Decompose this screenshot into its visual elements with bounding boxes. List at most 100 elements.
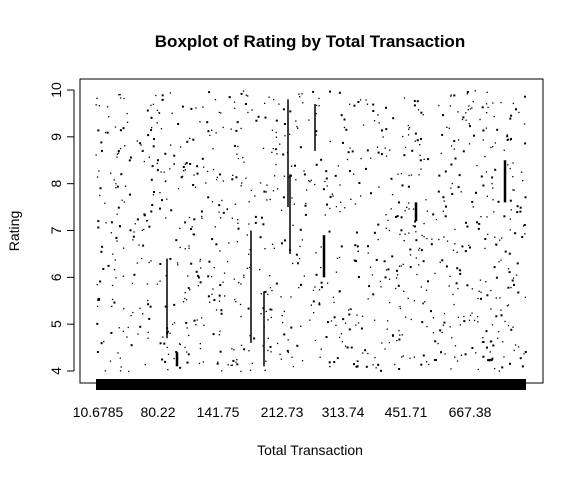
outlier-point — [219, 350, 222, 353]
outlier-point — [350, 308, 352, 310]
outlier-point — [481, 341, 484, 343]
outlier-point — [452, 293, 454, 296]
outlier-point — [486, 294, 489, 297]
outlier-point — [408, 208, 410, 210]
outlier-point — [386, 328, 388, 330]
outlier-point — [488, 360, 491, 362]
outlier-point — [156, 162, 158, 164]
outlier-point — [142, 244, 145, 247]
x-tick-label: 667.38 — [449, 404, 492, 420]
outlier-point — [375, 367, 377, 369]
outlier-point — [211, 276, 213, 278]
outlier-point — [398, 201, 400, 204]
outlier-point — [425, 199, 427, 201]
outlier-point — [291, 197, 293, 199]
y-tick-label: 6 — [48, 273, 64, 281]
outlier-point — [107, 264, 110, 267]
outlier-point — [320, 266, 322, 269]
outlier-point — [306, 189, 308, 191]
outlier-point — [379, 280, 381, 283]
outlier-point — [109, 360, 112, 362]
outlier-point — [132, 311, 134, 314]
outlier-point — [508, 252, 511, 255]
outlier-point — [193, 174, 195, 176]
outlier-point — [360, 327, 363, 330]
outlier-point — [246, 267, 249, 269]
outlier-point — [207, 130, 210, 133]
outlier-point — [226, 260, 229, 263]
outlier-point — [400, 172, 403, 175]
outlier-point — [496, 128, 499, 131]
outlier-point — [271, 289, 273, 292]
outlier-point — [338, 290, 341, 293]
outlier-point — [343, 126, 346, 129]
outlier-point — [96, 351, 99, 353]
outlier-point — [443, 321, 446, 324]
outlier-point — [254, 195, 256, 197]
outlier-point — [196, 165, 199, 168]
outlier-point — [188, 245, 190, 247]
outlier-point — [465, 119, 467, 121]
outlier-point — [356, 314, 358, 316]
outlier-point — [245, 177, 247, 179]
outlier-point — [353, 173, 355, 175]
outlier-point — [193, 218, 196, 221]
outlier-point — [208, 260, 211, 263]
outlier-point — [128, 159, 131, 162]
outlier-point — [513, 349, 515, 352]
outlier-point — [348, 328, 351, 331]
outlier-point — [304, 204, 307, 207]
outlier-point — [480, 175, 483, 178]
outlier-point — [151, 204, 154, 206]
outlier-point — [259, 182, 262, 184]
outlier-point — [506, 138, 509, 141]
outlier-point — [187, 353, 190, 356]
outlier-point — [140, 144, 142, 146]
outlier-point — [417, 109, 420, 111]
outlier-point — [339, 210, 341, 213]
outlier-point — [414, 132, 417, 135]
outlier-point — [192, 138, 195, 141]
outlier-point — [415, 257, 417, 259]
outlier-point — [283, 310, 285, 313]
outlier-point — [217, 361, 219, 363]
outlier-point — [328, 230, 331, 233]
outlier-point — [350, 346, 353, 349]
outlier-point — [437, 190, 440, 193]
outlier-point — [271, 151, 273, 153]
outlier-point — [163, 171, 165, 173]
outlier-point — [275, 119, 278, 122]
outlier-point — [189, 137, 191, 139]
outlier-point — [349, 103, 351, 105]
outlier-point — [234, 144, 236, 147]
outlier-point — [378, 186, 380, 188]
outlier-point — [454, 228, 456, 231]
outlier-point — [514, 344, 517, 346]
outlier-point — [443, 200, 445, 202]
outlier-point — [315, 104, 318, 107]
outlier-point — [353, 363, 355, 366]
outlier-point — [394, 363, 396, 366]
outlier-point — [230, 364, 232, 366]
outlier-point — [156, 109, 159, 111]
outlier-point — [186, 361, 189, 364]
outlier-point — [441, 133, 444, 136]
outlier-point — [156, 283, 158, 285]
outlier-point — [97, 220, 100, 223]
outlier-point — [490, 146, 492, 149]
outlier-point — [134, 223, 136, 225]
outlier-point — [335, 206, 338, 208]
outlier-point — [471, 288, 473, 290]
outlier-point — [508, 271, 511, 274]
outlier-point — [367, 298, 369, 300]
outlier-point — [291, 356, 293, 358]
outlier-point — [384, 147, 386, 149]
outlier-point — [143, 214, 146, 217]
outlier-point — [500, 259, 502, 261]
outlier-point — [132, 235, 135, 238]
outlier-point — [523, 224, 526, 226]
outlier-point — [197, 276, 200, 279]
outlier-point — [493, 266, 496, 269]
outlier-point — [115, 187, 117, 189]
outlier-point — [123, 308, 125, 310]
